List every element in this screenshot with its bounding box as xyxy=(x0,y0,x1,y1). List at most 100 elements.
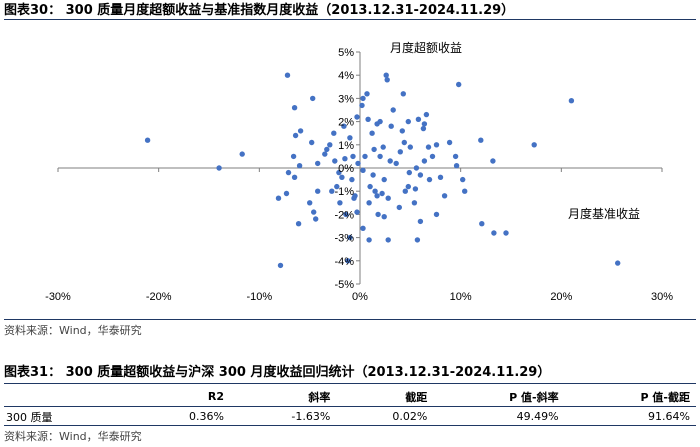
scatter-point xyxy=(399,128,405,134)
scatter-point xyxy=(277,262,284,269)
table-row: 300 质量 0.36% -1.63% 0.02% 49.49% 91.64% xyxy=(4,407,696,427)
scatter-point xyxy=(456,81,462,88)
y-tick-label: 4% xyxy=(338,70,354,82)
y-tick-label: 5% xyxy=(338,47,354,59)
scatter-point xyxy=(216,165,222,171)
scatter-point xyxy=(295,221,302,227)
table-cell: 49.49% xyxy=(516,410,559,423)
scatter-point xyxy=(297,128,304,134)
scatter-point xyxy=(426,176,433,183)
y-axis-annotation: 月度超额收益 xyxy=(390,40,462,55)
scatter-point xyxy=(460,176,466,183)
scatter-point xyxy=(421,158,428,164)
scatter-point xyxy=(351,195,357,201)
scatter-point xyxy=(413,165,420,171)
scatter-point xyxy=(452,153,459,160)
x-tick-label: 0% xyxy=(352,291,368,303)
scatter-chart: -30% -20% -10% 0% 10% 20% 30% -5% -4% -3% -2% -1% 0%… xyxy=(45,40,673,303)
y-tick-label: 2% xyxy=(338,117,354,129)
scatter-point xyxy=(360,167,366,173)
scatter-point xyxy=(354,209,360,215)
table-header-row: R2 斜率 截距 P 值-斜率 P 值-截距 xyxy=(4,387,696,407)
y-tick-label: -5% xyxy=(334,279,354,291)
scatter-point xyxy=(377,153,383,160)
scatter-point xyxy=(568,98,575,104)
scatter-point xyxy=(381,214,387,220)
y-tick-label: -4% xyxy=(334,256,354,268)
scatter-point xyxy=(311,209,317,215)
header-cell: R2 xyxy=(207,390,224,403)
figure-title-31: 图表31： 300 质量超额收益与沪深 300 月度收益回归统计（2013.12… xyxy=(4,365,551,380)
scatter-point xyxy=(315,160,321,167)
scatter-point xyxy=(393,160,399,167)
scatter-point xyxy=(375,211,381,218)
x-tick-label: -10% xyxy=(246,291,272,303)
y-tick-label: 0% xyxy=(338,163,354,175)
y-tick-label: 1% xyxy=(338,140,354,152)
y-tick-label: -2% xyxy=(334,209,354,221)
scatter-point xyxy=(369,130,375,136)
table-cell: 300 质量 xyxy=(6,410,53,424)
scatter-point xyxy=(336,169,342,176)
scatter-point xyxy=(347,135,353,141)
scatter-point xyxy=(383,72,389,78)
x-tick-label: -20% xyxy=(146,291,172,303)
scatter-point xyxy=(337,200,343,206)
scatter-point xyxy=(490,158,496,164)
scatter-point xyxy=(283,190,290,197)
scatter-point xyxy=(417,172,424,178)
scatter-point xyxy=(334,183,340,190)
scatter-point xyxy=(310,95,316,102)
scatter-point xyxy=(446,139,453,146)
scatter-point xyxy=(345,258,351,264)
scatter-point xyxy=(327,142,333,148)
scatter-point xyxy=(366,200,372,206)
x-tick-label: 20% xyxy=(550,291,572,303)
y-tick-label: 3% xyxy=(338,93,354,105)
title-rule-top-2 xyxy=(4,383,696,384)
scatter-point xyxy=(478,137,484,143)
table-cell: -1.63% xyxy=(291,410,331,423)
scatter-point xyxy=(379,190,385,197)
x-tick-label: 30% xyxy=(651,291,673,303)
scatter-point xyxy=(343,211,349,218)
scatter-point xyxy=(371,146,377,153)
scatter-point xyxy=(420,125,427,132)
scatter-point xyxy=(414,237,421,243)
scatter-point xyxy=(291,105,298,111)
scatter-point xyxy=(354,114,360,120)
scatter-point xyxy=(421,121,428,127)
scatter-point xyxy=(433,211,440,218)
scatter-point xyxy=(425,144,432,150)
scatter-point xyxy=(322,151,328,157)
scatter-point xyxy=(503,230,509,236)
figure-title-30: 图表30： 300 质量月度超额收益与基准指数月度收益（2013.12.31-2… xyxy=(4,3,515,18)
scatter-point xyxy=(405,183,411,190)
scatter-point xyxy=(285,169,292,176)
scatter-point xyxy=(284,72,291,78)
scatter-point xyxy=(275,195,282,201)
scatter-point xyxy=(347,234,353,241)
header-cell: P 值-斜率 xyxy=(509,390,559,404)
scatter-point xyxy=(417,218,424,225)
regression-table: R2 斜率 截距 P 值-斜率 P 值-截距 300 质量 0.36% -1.6… xyxy=(4,387,696,426)
scatter-point xyxy=(365,116,371,123)
scatter-point xyxy=(400,91,406,97)
y-tick-label: -3% xyxy=(334,233,354,245)
source-rule-1 xyxy=(4,319,696,320)
scatter-point xyxy=(372,188,378,194)
scatter-point xyxy=(359,102,365,109)
scatter-point xyxy=(313,216,319,222)
scatter-point xyxy=(479,221,485,227)
scatter-point xyxy=(341,123,347,129)
scatter-point xyxy=(401,139,407,146)
header-cell: P 值-截距 xyxy=(640,390,690,404)
scatter-point xyxy=(462,188,468,194)
scatter-point xyxy=(433,142,440,148)
scatter-point xyxy=(453,163,460,169)
source-note-1: 资料来源：Wind，华泰研究 xyxy=(4,324,142,337)
scatter-point xyxy=(390,107,396,113)
scatter-point xyxy=(615,260,621,266)
scatter-point xyxy=(296,163,303,169)
scatter-point xyxy=(531,142,537,148)
